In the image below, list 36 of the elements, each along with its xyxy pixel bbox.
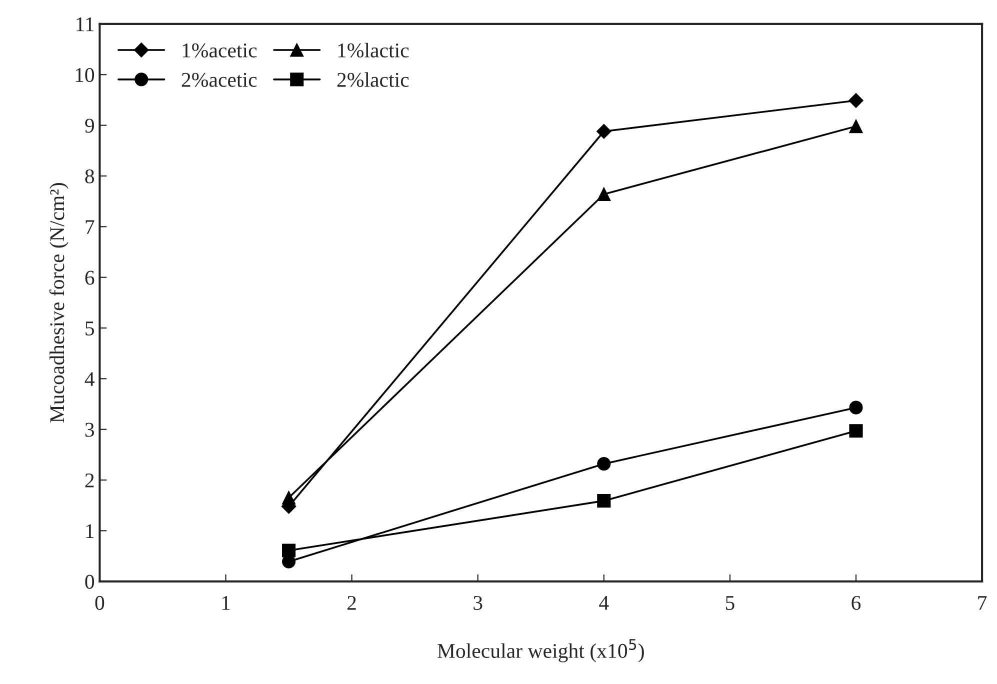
y-tick-label: 9 xyxy=(85,118,94,133)
y-axis-title: Mucoadhesive force (N/cm²) xyxy=(49,183,68,423)
y-tick-label: 1 xyxy=(86,524,94,538)
y-tick-label: 5 xyxy=(86,322,94,336)
point xyxy=(849,120,863,134)
point xyxy=(282,491,296,505)
point xyxy=(849,400,863,414)
y-tick-label: 11 xyxy=(76,17,94,32)
x-tick-label: 2 xyxy=(348,596,356,610)
x-tick-label: 6 xyxy=(852,596,861,610)
y-tick-label: 7 xyxy=(86,220,94,234)
x-tick-label: 5 xyxy=(726,596,734,610)
legend-label: 2%acetic xyxy=(182,72,257,87)
legend-label: 1%acetic xyxy=(182,43,257,58)
y-tick-label: 3 xyxy=(85,422,94,437)
x-tick-label: 1 xyxy=(222,596,230,610)
x-tick-label: 7 xyxy=(978,596,987,610)
point xyxy=(597,494,611,508)
point xyxy=(597,187,611,201)
x-tick-label: 0 xyxy=(95,596,104,610)
point xyxy=(849,424,863,438)
y-tick-label: 4 xyxy=(84,372,95,386)
legend-label: 2%lactic xyxy=(337,72,409,87)
y-tick-label: 10 xyxy=(76,68,94,82)
point xyxy=(282,544,296,558)
x-tick-label: 4 xyxy=(599,596,609,610)
legend-label: 1%lactic xyxy=(338,42,409,58)
y-tick-label: 2 xyxy=(85,473,94,488)
point xyxy=(848,93,864,108)
x-tick-label: 3 xyxy=(474,596,482,610)
y-tick-label: 8 xyxy=(85,169,94,184)
y-tick-label: 0 xyxy=(85,574,94,589)
point xyxy=(597,457,611,471)
x-axis-title: Molecular weight (x10$^{5}$) xyxy=(438,639,644,662)
point xyxy=(596,124,612,139)
y-tick-label: 6 xyxy=(85,270,94,285)
